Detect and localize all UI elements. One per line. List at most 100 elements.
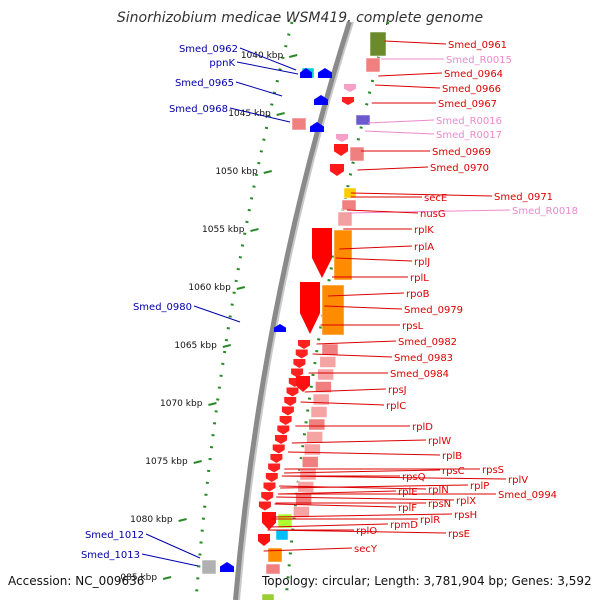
gene-block-ribosomal[interactable] bbox=[299, 468, 317, 481]
gene-arrow-small[interactable] bbox=[275, 435, 287, 444]
right-label-rpsh[interactable]: rpsH bbox=[272, 510, 478, 521]
gene-block-lime[interactable] bbox=[277, 513, 293, 529]
gene-block-ribosomal[interactable] bbox=[308, 418, 326, 431]
right-label-smed_0961[interactable]: Smed_0961 bbox=[384, 40, 508, 51]
gene-arrow[interactable] bbox=[334, 144, 348, 156]
right-label-rplo[interactable]: rplO bbox=[268, 526, 377, 537]
right-label-rpll[interactable]: rplL bbox=[331, 273, 429, 284]
gene-arrow-small[interactable] bbox=[268, 463, 281, 473]
gene-arrow-plus[interactable] bbox=[220, 562, 234, 572]
gene-block-pink[interactable] bbox=[341, 199, 357, 211]
right-label-rpln[interactable]: rplN bbox=[279, 485, 449, 496]
right-label-nusg[interactable]: nusG bbox=[346, 209, 446, 220]
right-label-rplp[interactable]: rplP bbox=[280, 481, 489, 492]
right-label-rplb[interactable]: rplB bbox=[287, 451, 462, 462]
gene-arrow-small[interactable] bbox=[291, 368, 304, 378]
gene-arrow-small[interactable] bbox=[263, 482, 276, 492]
gene-arrow-small[interactable] bbox=[295, 349, 308, 359]
right-label-rpob[interactable]: rpoB bbox=[328, 289, 430, 300]
gene-arrow[interactable] bbox=[258, 534, 270, 546]
gene-block-pink[interactable] bbox=[291, 117, 307, 131]
gene-block-ribosomal[interactable] bbox=[293, 506, 310, 518]
right-label-rpsj[interactable]: rpsJ bbox=[304, 385, 407, 396]
right-label-smed_0970[interactable]: Smed_0970 bbox=[357, 163, 490, 174]
gene-block-orange[interactable] bbox=[321, 284, 345, 336]
right-label-rpld[interactable]: rplD bbox=[295, 422, 433, 433]
rna-arrow[interactable] bbox=[336, 134, 348, 142]
right-label-rpss[interactable]: rpsS bbox=[284, 465, 504, 476]
gene-arrow-small[interactable] bbox=[265, 473, 278, 482]
gene-arrow-plus[interactable] bbox=[314, 95, 328, 105]
right-label-rpmd[interactable]: rpmD bbox=[269, 520, 418, 531]
gene-arrow-small[interactable] bbox=[272, 444, 285, 454]
right-label-rpsn[interactable]: rpsN bbox=[275, 499, 451, 510]
gene-arrow-small[interactable] bbox=[277, 425, 290, 435]
gene-arrow-small[interactable] bbox=[284, 397, 297, 406]
right-label-smed_0971[interactable]: Smed_0971 bbox=[350, 192, 553, 203]
left-label-ppnk[interactable]: ppnK bbox=[209, 58, 299, 75]
gene-block-ribosomal[interactable] bbox=[306, 431, 323, 443]
gene-arrow[interactable] bbox=[330, 164, 344, 176]
gene-block-cyan[interactable] bbox=[275, 529, 289, 541]
left-label-smed_1012[interactable]: Smed_1012 bbox=[85, 530, 201, 559]
gene-block-ribosomal[interactable] bbox=[317, 368, 334, 381]
right-label-smed_0994[interactable]: Smed_0994 bbox=[277, 490, 557, 501]
gene-block-ribosomal[interactable] bbox=[301, 456, 319, 468]
gene-arrow-small[interactable] bbox=[261, 492, 274, 501]
right-label-rplc[interactable]: rplC bbox=[300, 401, 407, 412]
left-label-smed_0980[interactable]: Smed_0980 bbox=[133, 302, 241, 323]
right-label-secy[interactable]: secY bbox=[263, 544, 378, 555]
gene-block-pink[interactable] bbox=[337, 211, 353, 227]
gene-block-ribosomal[interactable] bbox=[304, 443, 321, 456]
gene-arrow-small[interactable] bbox=[298, 340, 310, 349]
gene-arrow-small[interactable] bbox=[270, 454, 283, 463]
right-label-smed_0983[interactable]: Smed_0983 bbox=[312, 353, 453, 364]
rna-arrow[interactable] bbox=[344, 84, 356, 92]
gene-block-pink[interactable] bbox=[265, 563, 281, 575]
right-label-smed_0969[interactable]: Smed_0969 bbox=[361, 147, 491, 158]
gene-arrow-plus[interactable] bbox=[300, 68, 312, 78]
gene-arrow-plus[interactable] bbox=[310, 122, 324, 132]
gene-block-pink[interactable] bbox=[349, 146, 365, 162]
left-label-smed_0962[interactable]: Smed_0962 bbox=[179, 44, 297, 71]
gene-arrow-small[interactable] bbox=[286, 387, 299, 397]
left-label-smed_1013[interactable]: Smed_1013 bbox=[81, 550, 199, 567]
gene-block-pink[interactable] bbox=[365, 57, 381, 73]
right-label-smed_r0016[interactable]: Smed_R0016 bbox=[367, 116, 502, 127]
gene-arrow-small[interactable] bbox=[293, 359, 306, 368]
gene-block-violet[interactable] bbox=[355, 114, 371, 126]
gene-arrow[interactable] bbox=[262, 512, 276, 530]
gene-block-orange[interactable] bbox=[333, 229, 353, 281]
right-label-smed_r0018[interactable]: Smed_R0018 bbox=[347, 206, 578, 217]
right-label-rplw[interactable]: rplW bbox=[291, 436, 451, 447]
gene-block-olive[interactable] bbox=[369, 31, 387, 57]
right-label-rpla[interactable]: rplA bbox=[339, 242, 434, 253]
right-label-smed_0964[interactable]: Smed_0964 bbox=[378, 69, 503, 80]
gene-arrow-small[interactable] bbox=[279, 416, 292, 425]
gene-arrow-large[interactable] bbox=[312, 228, 332, 278]
gene-arrow-plus[interactable] bbox=[274, 324, 286, 332]
right-label-smed_0979[interactable]: Smed_0979 bbox=[324, 305, 463, 316]
gene-block-ribosomal[interactable] bbox=[321, 343, 339, 356]
right-label-rplj[interactable]: rplJ bbox=[335, 257, 430, 268]
right-label-rplk[interactable]: rplK bbox=[343, 225, 434, 236]
gene-arrow-small[interactable] bbox=[281, 406, 294, 416]
left-label-smed_0968[interactable]: Smed_0968 bbox=[169, 104, 291, 123]
gene-arrow-large[interactable] bbox=[300, 282, 320, 334]
right-label-rpsl[interactable]: rpsL bbox=[320, 321, 424, 332]
right-label-rpsq[interactable]: rpsQ bbox=[282, 472, 426, 483]
left-label-smed_0965[interactable]: Smed_0965 bbox=[175, 78, 283, 97]
right-label-smed_0966[interactable]: Smed_0966 bbox=[375, 84, 501, 95]
right-label-smed_0982[interactable]: Smed_0982 bbox=[316, 337, 457, 348]
gene-block-ribosomal[interactable] bbox=[312, 393, 330, 406]
right-label-rpsc[interactable]: rpsC bbox=[284, 466, 465, 477]
gene-arrow-small[interactable] bbox=[258, 501, 271, 511]
right-label-smed_r0017[interactable]: Smed_R0017 bbox=[364, 130, 502, 141]
gene-block-grey[interactable] bbox=[201, 559, 217, 575]
gene-block-ribosomal[interactable] bbox=[319, 356, 337, 368]
gene-block-lime[interactable] bbox=[261, 593, 275, 600]
right-label-sece[interactable]: secE bbox=[350, 193, 448, 204]
gene-arrow[interactable] bbox=[342, 97, 354, 105]
right-label-rplx[interactable]: rplX bbox=[276, 496, 476, 507]
right-label-rplf[interactable]: rplF bbox=[274, 503, 417, 514]
